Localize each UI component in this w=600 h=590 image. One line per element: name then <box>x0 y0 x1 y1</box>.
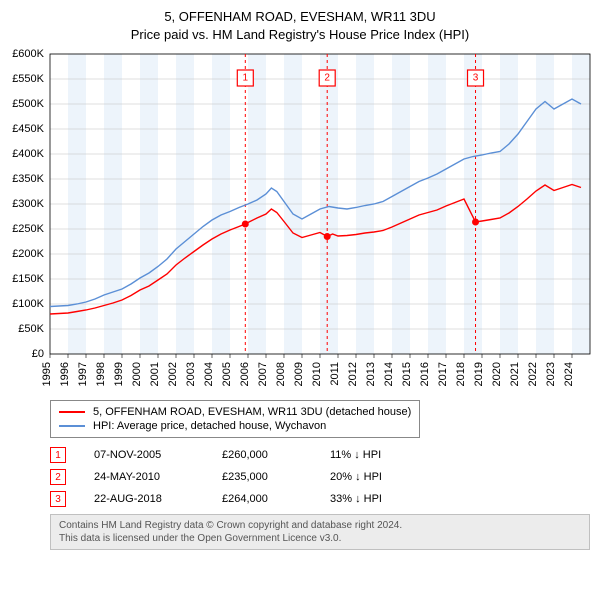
legend-label: 5, OFFENHAM ROAD, EVESHAM, WR11 3DU (det… <box>93 406 411 418</box>
svg-text:£150K: £150K <box>12 273 44 285</box>
chart-container: 5, OFFENHAM ROAD, EVESHAM, WR11 3DU Pric… <box>0 0 600 550</box>
svg-text:2006: 2006 <box>239 362 251 386</box>
svg-text:2000: 2000 <box>131 362 143 386</box>
line-chart: £0 £50K £100K £150K £200K £250K £300K £350K £400… <box>0 48 600 398</box>
svg-text:1997: 1997 <box>77 362 89 386</box>
svg-text:2008: 2008 <box>275 362 287 386</box>
svg-text:2023: 2023 <box>545 362 557 386</box>
svg-text:2010: 2010 <box>311 362 323 386</box>
svg-text:2018: 2018 <box>455 362 467 386</box>
svg-text:2013: 2013 <box>365 362 377 386</box>
sale-diff: 33% ↓ HPI <box>330 493 420 505</box>
sale-date: 22-AUG-2018 <box>94 493 194 505</box>
svg-text:2001: 2001 <box>149 362 161 386</box>
svg-text:2022: 2022 <box>527 362 539 386</box>
svg-text:£400K: £400K <box>12 148 44 160</box>
svg-text:2024: 2024 <box>563 362 575 386</box>
svg-text:2019: 2019 <box>473 362 485 386</box>
svg-text:2007: 2007 <box>257 362 269 386</box>
legend-swatch <box>59 425 85 427</box>
svg-text:1: 1 <box>243 73 249 84</box>
svg-text:2: 2 <box>324 73 330 84</box>
svg-text:£450K: £450K <box>12 123 44 135</box>
svg-text:£350K: £350K <box>12 173 44 185</box>
legend-label: HPI: Average price, detached house, Wych… <box>93 420 326 432</box>
footer-attribution: Contains HM Land Registry data © Crown c… <box>50 514 590 550</box>
sale-row: 2 24-MAY-2010 £235,000 20% ↓ HPI <box>50 466 590 488</box>
title-line1: 5, OFFENHAM ROAD, EVESHAM, WR11 3DU <box>0 8 600 26</box>
svg-text:2014: 2014 <box>383 362 395 386</box>
title-line2: Price paid vs. HM Land Registry's House … <box>0 26 600 44</box>
svg-text:£300K: £300K <box>12 198 44 210</box>
svg-text:2005: 2005 <box>221 362 233 386</box>
svg-text:3: 3 <box>473 73 479 84</box>
sale-marker: 2 <box>50 469 66 485</box>
svg-text:2015: 2015 <box>401 362 413 386</box>
svg-text:2002: 2002 <box>167 362 179 386</box>
sale-diff: 11% ↓ HPI <box>330 449 420 461</box>
svg-text:2012: 2012 <box>347 362 359 386</box>
sale-row: 1 07-NOV-2005 £260,000 11% ↓ HPI <box>50 444 590 466</box>
legend-row: 5, OFFENHAM ROAD, EVESHAM, WR11 3DU (det… <box>59 405 411 419</box>
sale-row: 3 22-AUG-2018 £264,000 33% ↓ HPI <box>50 488 590 510</box>
svg-text:2021: 2021 <box>509 362 521 386</box>
title-block: 5, OFFENHAM ROAD, EVESHAM, WR11 3DU Pric… <box>0 0 600 48</box>
footer-line2: This data is licensed under the Open Gov… <box>59 532 581 545</box>
svg-text:£100K: £100K <box>12 298 44 310</box>
svg-text:£500K: £500K <box>12 98 44 110</box>
svg-text:2017: 2017 <box>437 362 449 386</box>
svg-text:2003: 2003 <box>185 362 197 386</box>
sale-date: 24-MAY-2010 <box>94 471 194 483</box>
svg-text:2011: 2011 <box>329 362 341 386</box>
sale-marker: 3 <box>50 491 66 507</box>
sale-date: 07-NOV-2005 <box>94 449 194 461</box>
sale-price: £260,000 <box>222 449 302 461</box>
footer-line1: Contains HM Land Registry data © Crown c… <box>59 519 581 532</box>
svg-text:£250K: £250K <box>12 223 44 235</box>
sale-diff: 20% ↓ HPI <box>330 471 420 483</box>
svg-text:£550K: £550K <box>12 73 44 85</box>
svg-text:2016: 2016 <box>419 362 431 386</box>
svg-text:£50K: £50K <box>18 323 44 335</box>
legend-row: HPI: Average price, detached house, Wych… <box>59 419 411 433</box>
svg-text:1999: 1999 <box>113 362 125 386</box>
svg-text:£200K: £200K <box>12 248 44 260</box>
svg-text:2009: 2009 <box>293 362 305 386</box>
svg-text:1996: 1996 <box>59 362 71 386</box>
legend: 5, OFFENHAM ROAD, EVESHAM, WR11 3DU (det… <box>50 400 420 438</box>
svg-text:2004: 2004 <box>203 362 215 386</box>
sale-price: £235,000 <box>222 471 302 483</box>
sale-price: £264,000 <box>222 493 302 505</box>
svg-text:1998: 1998 <box>95 362 107 386</box>
svg-text:1995: 1995 <box>41 362 53 386</box>
svg-text:£0: £0 <box>32 348 44 360</box>
sales-table: 1 07-NOV-2005 £260,000 11% ↓ HPI 2 24-MAY-201… <box>50 444 590 510</box>
svg-text:2020: 2020 <box>491 362 503 386</box>
chart-svg: £0 £50K £100K £150K £200K £250K £300K £350K £400… <box>0 48 600 398</box>
svg-text:£600K: £600K <box>12 48 44 60</box>
legend-swatch <box>59 411 85 413</box>
sale-marker: 1 <box>50 447 66 463</box>
